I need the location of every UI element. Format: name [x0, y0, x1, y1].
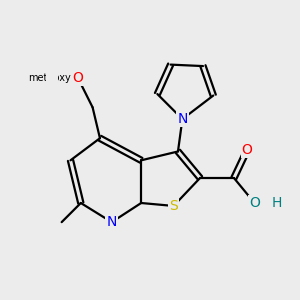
- Text: O: O: [242, 143, 253, 157]
- Text: N: N: [177, 112, 188, 126]
- Text: O: O: [249, 196, 260, 210]
- Text: methoxy: methoxy: [28, 73, 71, 83]
- Text: O: O: [72, 71, 83, 85]
- Text: N: N: [106, 215, 117, 229]
- Text: H: H: [272, 196, 282, 210]
- Text: S: S: [169, 199, 178, 213]
